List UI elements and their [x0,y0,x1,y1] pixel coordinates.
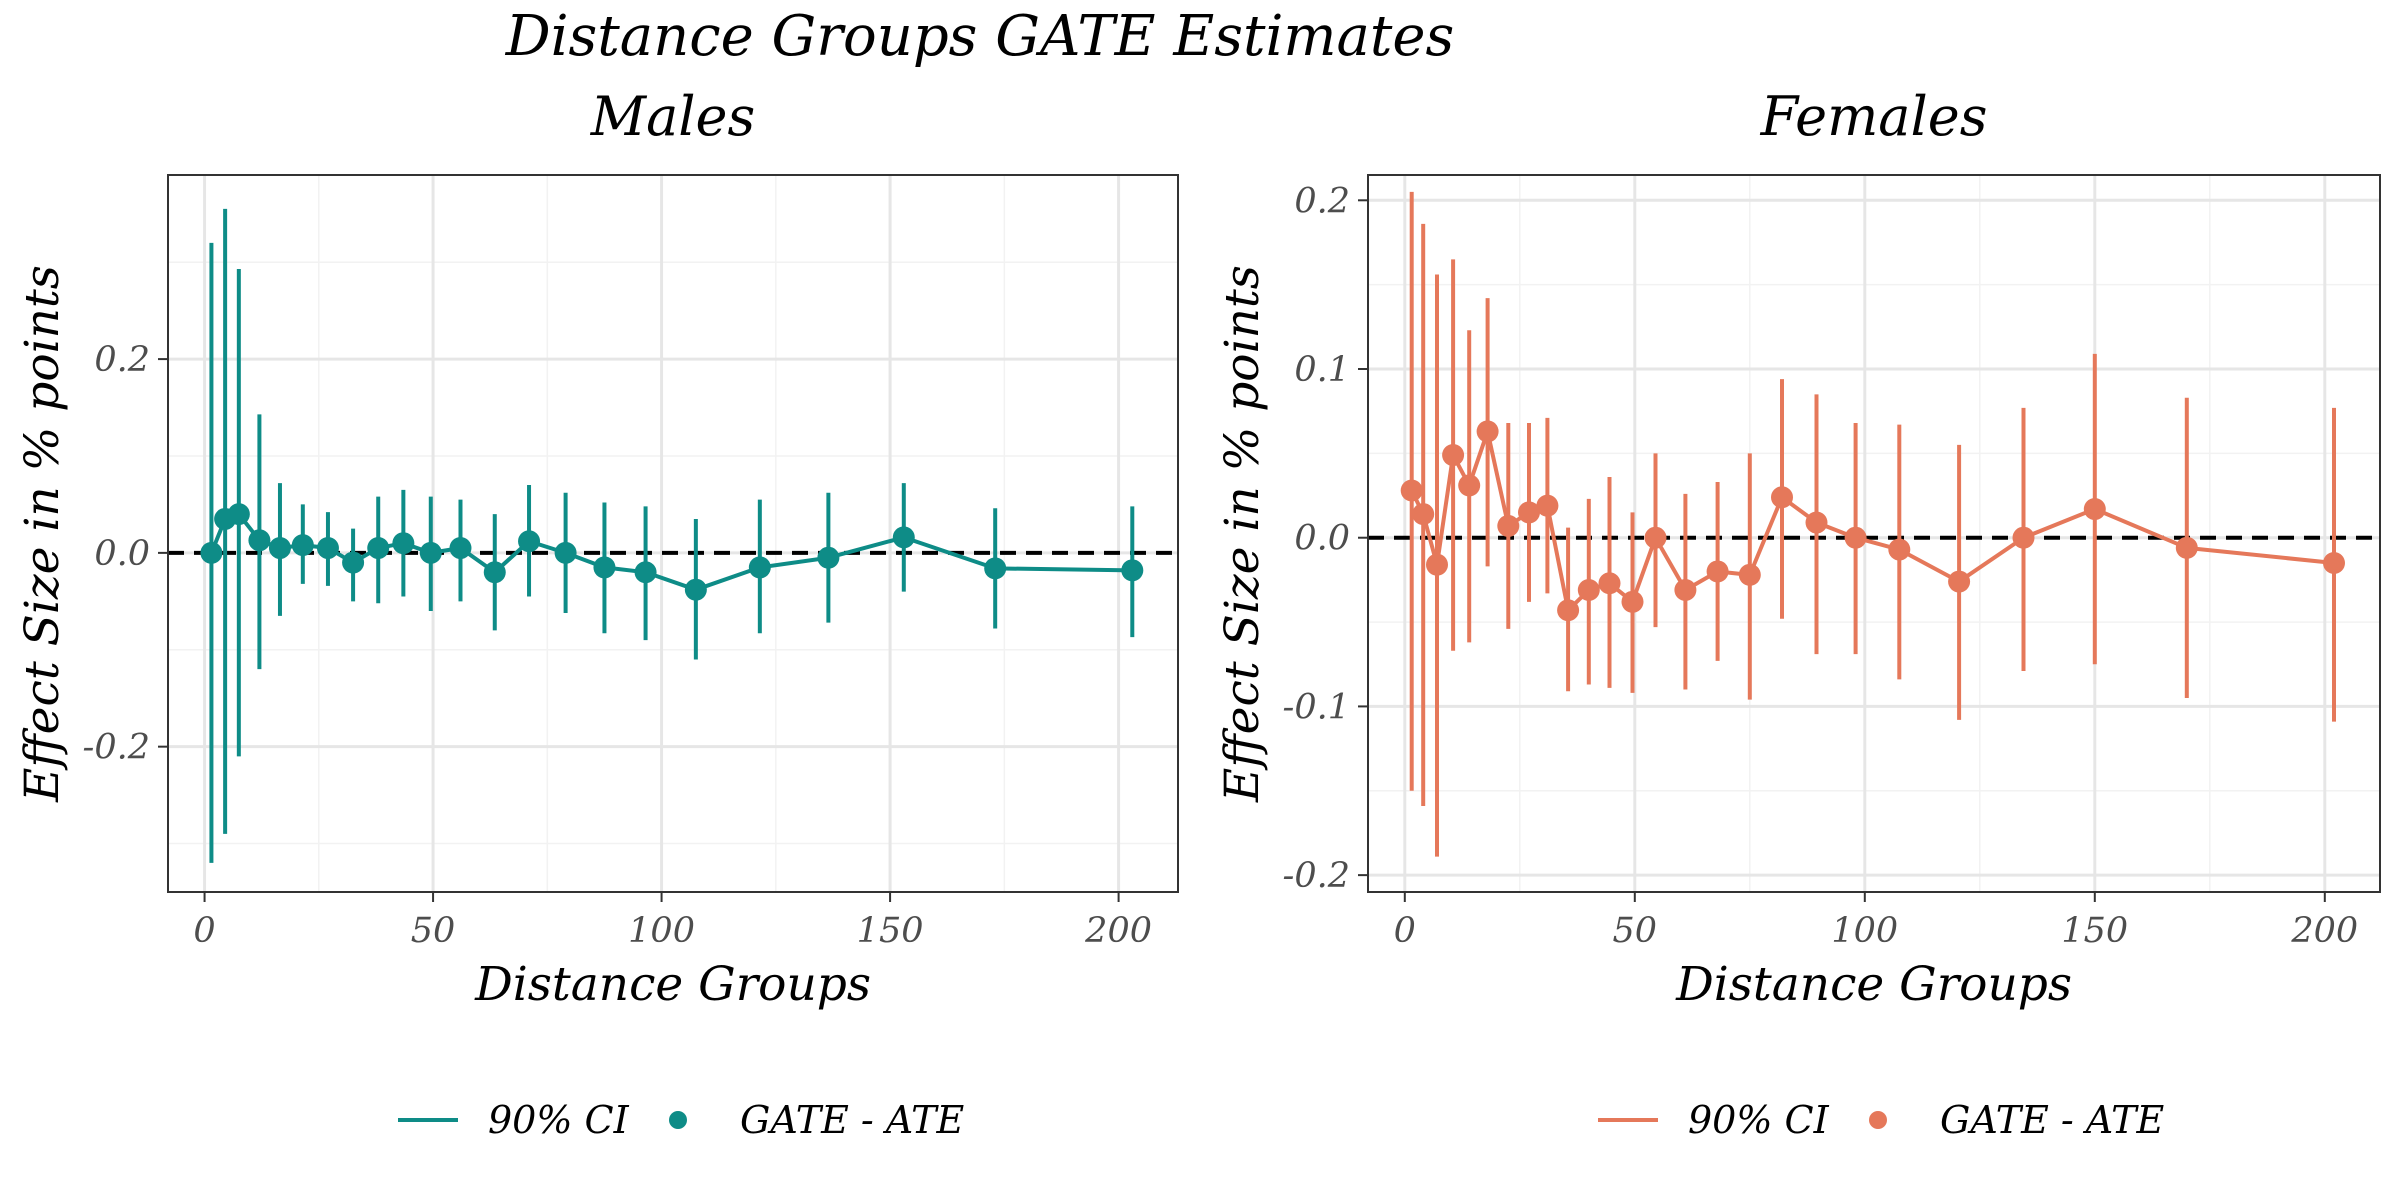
females-x-axis-title: Distance Groups [1675,957,2072,1012]
females-gate-point [1621,590,1644,613]
females-y-tick-label: 0.0 [1294,519,1350,559]
males-gate-point [291,534,314,557]
males-gate-point [1121,559,1144,582]
females-gate-point [1644,526,1667,549]
females-x-tick-label: 0 [1394,911,1416,951]
females-gate-point [1948,570,1971,593]
males-panel-background [168,175,1178,892]
males-gate-point [367,537,390,560]
males-x-tick-label: 200 [1084,911,1152,951]
males-gate-point [984,557,1007,580]
females-gate-point [1771,486,1793,509]
females-x-tick-label: 100 [1831,911,1898,951]
males-x-tick-label: 50 [411,911,456,951]
males-gate-point [268,537,291,560]
males-gate-point [392,532,415,555]
females-legend: 90% CI GATE - ATE [1598,1098,2165,1142]
females-gate-point [1805,511,1828,534]
females-legend-point-key [1869,1111,1887,1129]
figure-title: Distance Groups GATE Estimates [505,4,1455,69]
females-gate-point [1674,579,1697,602]
males-gate-point [248,529,271,552]
females-x-tick-label: 150 [2061,911,2128,951]
females-gate-point [2175,536,2198,559]
females-y-tick-label: -0.1 [1283,687,1351,727]
females-panel: 0 50 100 150 200 -0.2 -0.1 0.0 0.1 0.2 Females Dist… [1215,85,2381,1142]
males-gate-point [684,578,707,601]
males-legend-ci-label: 90% CI [488,1098,630,1142]
males-panel: 0 50 100 150 200 -0.2 0.0 0.2 Males Distance Grou… [15,85,1179,1142]
females-gate-point [2323,552,2345,575]
females-gate-point [1557,599,1580,622]
males-gate-point [316,537,339,560]
males-x-tick-label: 150 [857,911,924,951]
females-legend-point-label: GATE - ATE [1940,1098,2165,1142]
males-y-tick-label: 0.2 [94,340,150,380]
females-legend-ci-label: 90% CI [1688,1098,1830,1142]
males-gate-point [518,530,541,553]
females-gate-point [1426,553,1448,576]
males-panel-border [167,174,1179,893]
females-gate-point [1442,444,1465,467]
females-gate-point [1844,526,1867,549]
females-y-tick-label: 0.2 [1294,181,1350,221]
females-gate-point [1412,503,1435,526]
males-y-tick-label: 0.0 [94,534,150,574]
males-gate-point [483,561,506,584]
females-gate-point [1458,474,1481,497]
females-gate-point [1536,494,1559,517]
females-gate-point [1476,420,1499,443]
males-x-tick-label: 100 [628,911,695,951]
females-panel-title: Females [1760,85,1988,148]
males-x-axis-title: Distance Groups [474,957,871,1012]
females-y-tick-label: -0.2 [1283,856,1351,896]
females-panel-background [1368,175,2380,892]
females-y-axis-title: Effect Size in % points [1215,265,1270,803]
males-gate-point [419,541,442,564]
males-y-tick-label: -0.2 [83,728,151,768]
males-gate-point [200,541,223,564]
females-gate-point [2012,526,2035,549]
males-gate-point [227,503,250,526]
males-gate-point [748,556,771,579]
males-gate-point [449,537,472,560]
females-panel-border [1367,174,2381,893]
males-panel-title: Males [590,85,755,148]
males-legend-point-key [669,1111,687,1129]
males-gate-point [634,561,657,584]
females-gate-point [1518,501,1540,524]
males-x-tick-label: 0 [193,911,215,951]
females-gate-point [1497,514,1520,537]
females-y-tick-label: 0.1 [1294,350,1350,390]
males-y-axis-title: Effect Size in % points [15,265,70,803]
females-gate-point [1577,579,1600,602]
males-gate-point [593,556,616,579]
males-gate-point [554,541,577,564]
females-gate-point [1598,572,1621,595]
females-gate-point [1400,479,1423,502]
males-gate-point [817,546,840,569]
females-gate-point [1738,563,1761,586]
females-gate-point [2083,498,2106,521]
females-gate-point [1706,560,1729,583]
males-legend-point-label: GATE - ATE [740,1098,965,1142]
males-gate-point [892,526,915,549]
females-x-tick-label: 50 [1613,911,1658,951]
females-gate-point [1888,538,1911,561]
males-legend: 90% CI GATE - ATE [398,1098,965,1142]
females-x-tick-label: 200 [2290,911,2358,951]
males-gate-point [342,551,365,574]
